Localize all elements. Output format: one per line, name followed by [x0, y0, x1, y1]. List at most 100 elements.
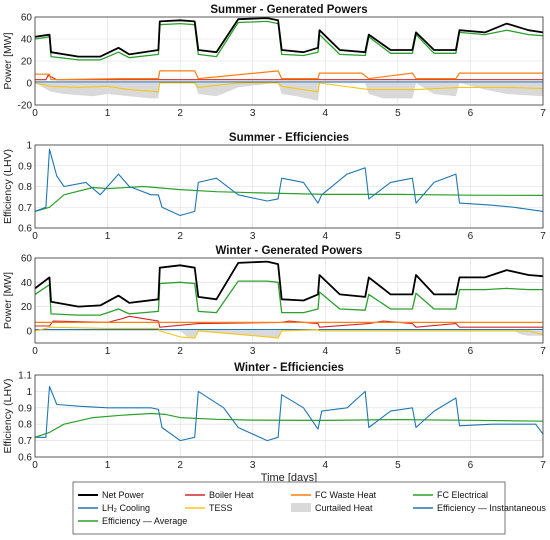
legend-item: Efficiency — Instantaneous — [413, 503, 546, 513]
x-tick-label: 5 — [395, 108, 401, 119]
x-tick-label: 2 — [177, 231, 183, 242]
y-tick-label: 0.6 — [18, 224, 32, 235]
legend-label: Efficiency — Average — [102, 516, 187, 526]
chart-panel-4: 0 1 2 3 4 5 6 7 0.6 0.7 0.8 0.9 1 1.1 Winter - Efficie… — [2, 362, 546, 484]
chart-title: Winter - Generated Powers — [216, 245, 363, 257]
y-tick-label: 20 — [21, 57, 33, 68]
x-tick-label: 6 — [468, 346, 474, 357]
series-line-efficiency-instantaneous — [35, 148, 543, 217]
x-tick-label: 0 — [32, 346, 38, 357]
legend-label: FC Electrical — [437, 490, 488, 500]
series-line-net-power — [35, 260, 543, 308]
chart-panel-2: 0 1 2 3 4 5 6 7 0.6 0.7 0.8 0.9 1 Summer - Efficienci… — [2, 132, 546, 242]
y-tick-label: 0.8 — [18, 420, 32, 431]
x-tick-label: 2 — [177, 460, 183, 471]
x-tick-label: 0 — [32, 231, 38, 242]
x-tick-label: 5 — [395, 346, 401, 357]
legend-item: LH₂ Cooling — [78, 503, 150, 513]
legend-item: FC Electrical — [413, 490, 488, 500]
x-tick-label: 3 — [250, 460, 256, 471]
y-tick-label: 0 — [26, 326, 32, 337]
legend-item: FC Waste Heat — [291, 490, 377, 500]
chart-panel-3: 0 1 2 3 4 5 6 7 0 20 40 60 Winter - Generated Powers… — [2, 245, 546, 357]
x-tick-label: 0 — [32, 460, 38, 471]
x-tick-label: 7 — [540, 108, 546, 119]
chart-title: Summer - Generated Powers — [210, 4, 367, 16]
series-line-efficiency-average — [35, 412, 543, 438]
y-tick-label: 40 — [21, 278, 33, 289]
y-tick-label: 1 — [26, 141, 32, 152]
legend-item: Net Power — [78, 490, 144, 500]
legend-label: Curtailed Heat — [315, 503, 373, 513]
x-tick-label: 4 — [323, 231, 329, 242]
plot-frame — [34, 16, 544, 106]
legend-label: Efficiency — Instantaneous — [437, 503, 546, 513]
series-line-fc-waste-heat — [35, 70, 543, 81]
y-tick-label: 0.6 — [18, 453, 32, 464]
x-tick-label: 7 — [540, 231, 546, 242]
y-tick-label: 60 — [21, 13, 33, 24]
plot-frame — [34, 374, 544, 458]
x-tick-label: 0 — [32, 108, 38, 119]
y-tick-label: 60 — [21, 254, 33, 265]
x-axis-label: Time [days] — [261, 472, 317, 484]
plot-frame — [34, 144, 544, 229]
legend-item: TESS — [185, 503, 233, 513]
y-tick-label: 0.9 — [18, 403, 32, 414]
series-area-curtailed-heat — [35, 83, 543, 101]
x-tick-label: 4 — [323, 346, 329, 357]
series-line-net-power — [35, 17, 543, 58]
series-line-boiler-heat — [35, 74, 543, 81]
y-tick-label: 0.7 — [18, 203, 32, 214]
series-line-boiler-heat — [35, 315, 543, 328]
legend: Net Power Boiler Heat FC Waste Heat FC Elec… — [72, 481, 546, 535]
x-tick-label: 2 — [177, 346, 183, 357]
y-tick-label: 40 — [21, 35, 33, 46]
x-tick-label: 6 — [468, 231, 474, 242]
series-line-tess — [35, 326, 543, 339]
legend-label: Net Power — [102, 490, 144, 500]
y-tick-label: 0.8 — [18, 182, 32, 193]
x-tick-label: 4 — [323, 108, 329, 119]
y-tick-label: 0.9 — [18, 161, 32, 172]
legend-item: Boiler Heat — [185, 490, 254, 500]
legend-item: Curtailed Heat — [291, 503, 373, 513]
series-line-efficiency-instantaneous — [35, 385, 543, 442]
legend-label: TESS — [209, 503, 233, 513]
series-line-tess — [35, 82, 543, 93]
x-tick-label: 6 — [468, 460, 474, 471]
y-axis-label: Power [MW] — [2, 32, 14, 89]
chart-title: Winter - Efficiencies — [234, 362, 344, 374]
legend-label: FC Waste Heat — [315, 490, 377, 500]
x-tick-label: 1 — [105, 108, 111, 119]
x-tick-label: 3 — [250, 231, 256, 242]
x-tick-label: 1 — [105, 460, 111, 471]
x-tick-label: 3 — [250, 108, 256, 119]
legend-label: LH₂ Cooling — [102, 503, 150, 513]
chart-title: Summer - Efficiencies — [229, 132, 349, 144]
plot-frame — [34, 257, 544, 344]
x-tick-label: 5 — [395, 460, 401, 471]
x-tick-label: 1 — [105, 231, 111, 242]
x-tick-label: 2 — [177, 108, 183, 119]
series-area-curtailed-heat — [35, 330, 543, 339]
x-tick-label: 3 — [250, 346, 256, 357]
legend-box — [72, 481, 506, 535]
x-tick-label: 5 — [395, 231, 401, 242]
legend-item: Efficiency — Average — [78, 516, 187, 526]
y-tick-label: 1.1 — [18, 371, 32, 382]
x-tick-label: 7 — [540, 346, 546, 357]
y-tick-label: 0 — [26, 79, 32, 90]
y-tick-label: 0.7 — [18, 436, 32, 447]
series-line-efficiency-average — [35, 185, 543, 212]
x-tick-label: 6 — [468, 108, 474, 119]
legend-swatch — [291, 503, 311, 512]
x-tick-label: 7 — [540, 460, 546, 471]
y-tick-label: 1 — [26, 387, 32, 398]
y-tick-label: 20 — [21, 302, 33, 313]
y-axis-label: Efficiency (LHV) — [2, 149, 14, 224]
series-line-fc-electrical — [35, 20, 543, 61]
x-tick-label: 4 — [323, 460, 329, 471]
